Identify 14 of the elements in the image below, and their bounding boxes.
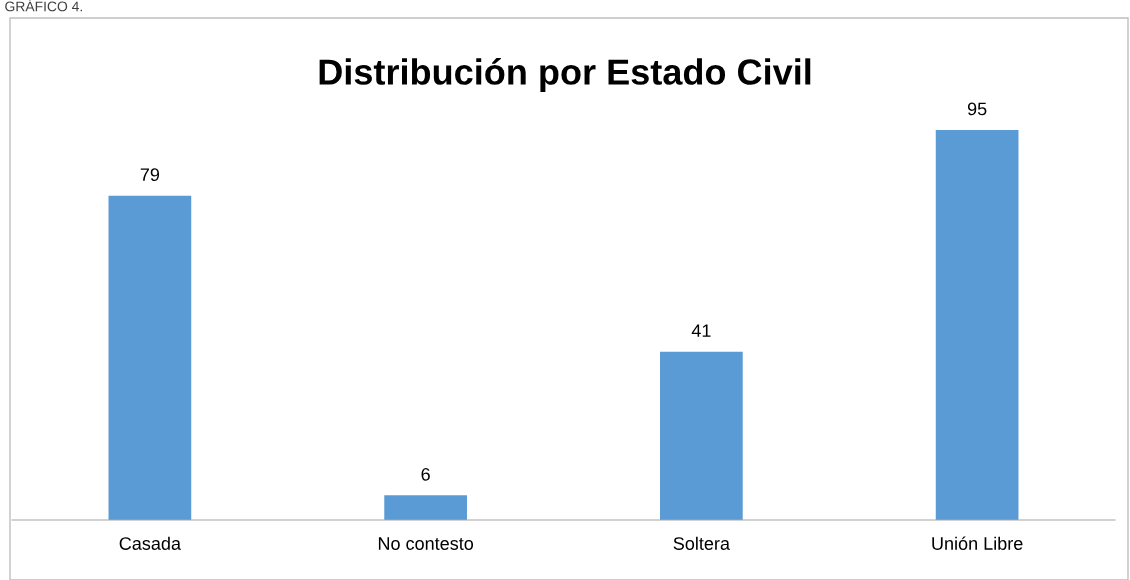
x-tick-label: No contesto xyxy=(378,537,474,550)
text: GRÁFICO 4. xyxy=(5,0,82,12)
data-label: 41 xyxy=(691,324,711,337)
bar xyxy=(660,351,743,520)
bar xyxy=(108,195,192,520)
chart-title: Distribución por Estado Civil xyxy=(319,58,811,92)
bar xyxy=(384,495,467,520)
x-tick-label: Soltera xyxy=(673,536,730,550)
data-label: 6 xyxy=(421,467,430,481)
data-label: 79 xyxy=(140,168,160,181)
x-tick-label: Casada xyxy=(119,536,181,550)
bar xyxy=(935,130,1019,520)
x-tick-label: Unión Libre xyxy=(932,536,1023,550)
data-label: 95 xyxy=(967,102,987,116)
